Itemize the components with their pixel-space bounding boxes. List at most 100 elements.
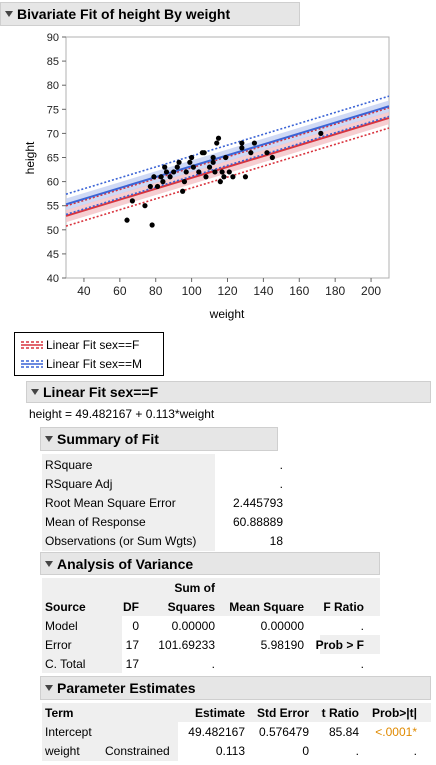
table-row: Source DF Squares Mean Square F Ratio <box>42 597 367 616</box>
table-row: weight Constrained 0.113 0 . . <box>42 741 420 760</box>
data-point <box>212 169 218 175</box>
bivariate-chart[interactable]: 40 60 80 100 120 140 160 180 200 40 45 50 55 60 65 70 75… <box>0 0 436 325</box>
fit-legend[interactable]: Linear Fit sex==F Linear Fit sex==M <box>14 332 164 376</box>
data-point <box>147 183 153 190</box>
anova-source: Model <box>45 618 78 633</box>
summary-label: Root Mean Square Error <box>45 495 176 510</box>
data-point <box>129 198 135 204</box>
y-tick-label: 50 <box>47 225 59 237</box>
data-point <box>187 159 193 165</box>
param-header-estimate: Estimate <box>194 705 245 720</box>
legend-label-female: Linear Fit sex==F <box>46 338 140 352</box>
y-tick-label: 65 <box>47 153 59 165</box>
summary-label: RSquare <box>45 457 93 472</box>
red-dashed-line-icon <box>21 341 43 349</box>
data-point <box>239 145 245 151</box>
anova-f: . <box>360 656 364 671</box>
summary-value: . <box>279 476 283 491</box>
y-tick-label: 70 <box>47 128 59 140</box>
anova-source-background <box>42 616 122 673</box>
disclosure-triangle-icon[interactable] <box>45 560 53 567</box>
x-tick-label: 60 <box>113 284 127 298</box>
y-tick-label: 85 <box>47 56 59 68</box>
x-tick-label: 180 <box>325 284 345 298</box>
y-tick-label: 80 <box>47 80 59 92</box>
anova-header[interactable]: Analysis of Variance <box>40 552 380 575</box>
legend-item-female[interactable]: Linear Fit sex==F <box>21 336 139 354</box>
table-row: Model 0 0.00000 0.00000 . <box>42 616 367 635</box>
data-point <box>196 169 202 175</box>
linear-fit-header[interactable]: Linear Fit sex==F <box>26 381 431 403</box>
data-point <box>151 174 157 180</box>
data-point <box>142 203 148 209</box>
summary-of-fit-header[interactable]: Summary of Fit <box>40 427 278 451</box>
data-point <box>219 169 225 175</box>
param-note: Constrained <box>105 743 170 758</box>
data-point <box>163 169 170 175</box>
x-tick-label: 140 <box>253 284 273 298</box>
disclosure-triangle-icon[interactable] <box>5 11 13 17</box>
data-point <box>264 150 270 156</box>
anova-header-squares: Squares <box>167 599 215 614</box>
anova-ms: 5.98190 <box>260 637 304 652</box>
anova-header-sum-of: Sum of <box>174 580 215 595</box>
table-row: C. Total 17 . . <box>42 654 367 673</box>
data-point <box>190 164 197 170</box>
parameter-estimates-table: Term Estimate Std Error t Ratio Prob>|t|… <box>42 703 420 760</box>
data-point <box>174 164 180 170</box>
table-row: Observations (or Sum Wgts) 18 <box>42 531 286 550</box>
data-point <box>239 140 245 146</box>
disclosure-triangle-icon[interactable] <box>45 436 53 442</box>
data-point <box>242 174 249 180</box>
data-point <box>124 217 130 223</box>
parameter-estimates-header[interactable]: Parameter Estimates <box>40 676 431 700</box>
fit-line <box>65 105 390 206</box>
data-point <box>183 169 189 175</box>
anova-source: C. Total <box>45 656 86 671</box>
param-estimate: 0.113 <box>215 743 245 758</box>
anova-df: 0 <box>132 618 139 633</box>
data-point <box>158 174 164 180</box>
param-std-error: 0 <box>302 743 309 758</box>
disclosure-triangle-icon[interactable] <box>31 389 39 395</box>
table-row: Sum of <box>42 578 367 597</box>
x-tick-label: 200 <box>361 284 381 298</box>
anova-prob-f-label: Prob > F <box>315 637 364 652</box>
summary-label: Mean of Response <box>45 514 146 529</box>
data-point <box>215 135 222 141</box>
anova-ms <box>218 654 307 673</box>
prob-f-background <box>320 635 380 654</box>
anova-header-df: DF <box>123 599 139 614</box>
anova-header-source: Source <box>45 599 86 614</box>
anova-f: . <box>360 618 364 633</box>
param-prob: <.0001* <box>375 724 417 739</box>
param-estimate: 49.482167 <box>188 724 245 739</box>
data-point <box>203 174 209 180</box>
data-point <box>176 159 182 165</box>
anova-header-f-ratio: F Ratio <box>323 599 364 614</box>
data-point <box>171 169 177 175</box>
table-row: Term Estimate Std Error t Ratio Prob>|t| <box>42 703 420 722</box>
table-row: Mean of Response 60.88889 <box>42 512 286 531</box>
legend-item-male[interactable]: Linear Fit sex==M <box>21 355 142 373</box>
data-point <box>160 179 166 185</box>
y-axis-label: height <box>23 141 37 174</box>
parameter-estimates-title: Parameter Estimates <box>57 680 196 696</box>
table-row: RSquare Adj . <box>42 474 286 493</box>
data-point <box>214 140 220 146</box>
table-row: Root Mean Square Error 2.445793 <box>42 493 286 512</box>
param-term: weight <box>45 743 80 758</box>
param-term: Intercept <box>45 724 92 739</box>
data-point <box>221 174 227 180</box>
param-header-std-error: Std Error <box>256 705 309 720</box>
disclosure-triangle-icon[interactable] <box>45 685 53 691</box>
param-header-term: Term <box>45 705 74 720</box>
legend-label-male: Linear Fit sex==M <box>46 357 143 371</box>
anova-header-background <box>42 578 380 616</box>
report-title-header[interactable]: Bivariate Fit of height By weight <box>0 2 300 26</box>
prediction-line <box>65 115 390 216</box>
anova-title: Analysis of Variance <box>57 555 194 572</box>
data-point <box>162 164 168 170</box>
x-tick-label: 80 <box>149 284 163 298</box>
data-point <box>206 164 213 170</box>
